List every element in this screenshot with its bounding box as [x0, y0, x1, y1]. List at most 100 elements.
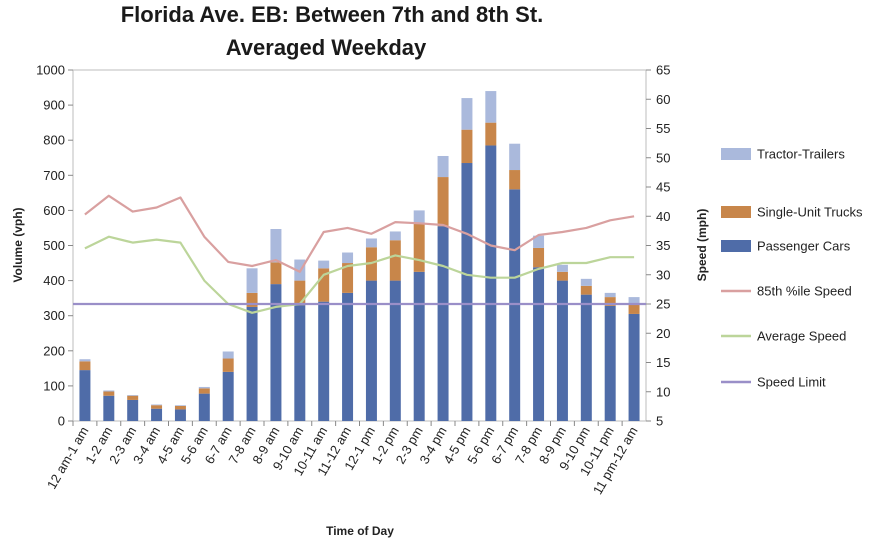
bar-segment-passenger-cars-15 — [437, 226, 449, 421]
bar-segment-tractor-trailers-10 — [318, 260, 330, 269]
bar-segment-single-unit-trucks-16 — [461, 129, 473, 164]
bar-segment-tractor-trailers-11 — [342, 252, 354, 264]
legend-swatch-tractor-trailers — [721, 148, 751, 160]
y2-tick-label-11: 60 — [656, 92, 670, 107]
y2-tick-label-2: 15 — [656, 355, 670, 370]
legend: Tractor-Trailers Single-Unit Trucks Passen… — [721, 147, 863, 390]
bar-segment-single-unit-trucks-3 — [151, 405, 163, 409]
y-tick-label-6: 600 — [43, 203, 65, 218]
y2-tick-label-7: 40 — [656, 209, 670, 224]
bar-segment-single-unit-trucks-11 — [342, 263, 354, 293]
legend-swatch-passenger-cars — [721, 240, 751, 252]
y2-tick-label-8: 45 — [656, 180, 670, 195]
y-tick-label-1: 100 — [43, 378, 65, 393]
y2-tick-label-9: 50 — [656, 150, 670, 165]
bar-segment-tractor-trailers-0 — [79, 359, 91, 362]
bar-segment-passenger-cars-14 — [413, 271, 425, 421]
y-tick-label-0: 0 — [58, 414, 65, 429]
bar-segment-tractor-trailers-3 — [151, 404, 163, 406]
y-tick-label-4: 400 — [43, 273, 65, 288]
y2-tick-label-3: 20 — [656, 326, 670, 341]
line-85th-ile-speed — [84, 194, 635, 273]
bar-segment-passenger-cars-6 — [222, 371, 234, 421]
bar-segment-single-unit-trucks-18 — [509, 170, 521, 190]
y-axis-title: Volume (vph) — [11, 207, 25, 282]
bar-segment-passenger-cars-1 — [103, 395, 115, 421]
bar-segment-passenger-cars-19 — [533, 267, 545, 421]
bar-segment-passenger-cars-0 — [79, 370, 91, 421]
bar-segment-tractor-trailers-12 — [365, 238, 377, 248]
bar-segment-single-unit-trucks-9 — [294, 280, 306, 306]
bar-segment-tractor-trailers-13 — [389, 231, 401, 241]
bar-segment-single-unit-trucks-17 — [485, 122, 497, 146]
bar-segment-single-unit-trucks-19 — [533, 247, 545, 268]
bars-layer — [79, 91, 640, 421]
y2-tick-label-12: 65 — [656, 63, 670, 78]
bar-segment-single-unit-trucks-2 — [127, 395, 139, 400]
bar-segment-tractor-trailers-6 — [222, 351, 234, 359]
bar-segment-tractor-trailers-8 — [270, 229, 282, 263]
bar-segment-passenger-cars-5 — [198, 393, 210, 421]
bar-segment-single-unit-trucks-0 — [79, 361, 91, 371]
bar-segment-tractor-trailers-2 — [127, 395, 139, 396]
legend-label-tractor-trailers: Tractor-Trailers — [757, 147, 845, 162]
bar-segment-tractor-trailers-22 — [604, 292, 616, 298]
y-tick-label-2: 200 — [43, 343, 65, 358]
y2-tick-label-4: 25 — [656, 297, 670, 312]
bar-segment-single-unit-trucks-13 — [389, 240, 401, 281]
bar-segment-single-unit-trucks-8 — [270, 262, 282, 285]
y2-tick-label-6: 35 — [656, 238, 670, 253]
y2-tick-label-0: 5 — [656, 414, 663, 429]
bar-segment-passenger-cars-16 — [461, 163, 473, 421]
bar-segment-single-unit-trucks-23 — [628, 303, 640, 314]
bar-segment-tractor-trailers-7 — [246, 268, 258, 293]
y-axis-left: 0 100 200 300 400 500 600 700 800 900 1000 — [36, 63, 73, 429]
bar-segment-tractor-trailers-23 — [628, 297, 640, 304]
bar-segment-tractor-trailers-20 — [556, 264, 568, 272]
bar-segment-passenger-cars-12 — [365, 280, 377, 421]
bar-segment-passenger-cars-2 — [127, 399, 139, 421]
bar-segment-tractor-trailers-16 — [461, 98, 473, 130]
bar-segment-tractor-trailers-19 — [533, 235, 545, 248]
legend-label-average-speed: Average Speed — [757, 329, 846, 344]
bar-segment-passenger-cars-21 — [580, 294, 592, 421]
bar-segment-single-unit-trucks-10 — [318, 268, 330, 302]
bar-segment-tractor-trailers-18 — [509, 143, 521, 171]
y2-tick-label-1: 10 — [656, 384, 670, 399]
legend-swatch-single-unit-trucks — [721, 206, 751, 218]
legend-label-85th-ile-speed: 85th %ile Speed — [757, 284, 852, 299]
y-axis-right: 5 10 15 20 25 30 35 40 45 50 55 60 65 — [646, 63, 670, 429]
bar-segment-passenger-cars-7 — [246, 306, 258, 421]
bar-segment-tractor-trailers-14 — [413, 210, 425, 223]
y-tick-label-5: 500 — [43, 238, 65, 253]
bar-segment-single-unit-trucks-5 — [198, 388, 210, 394]
chart-title-line1: Florida Ave. EB: Between 7th and 8th St. — [121, 2, 544, 27]
x-axis-title: Time of Day — [326, 524, 394, 538]
bar-segment-passenger-cars-22 — [604, 305, 616, 421]
bar-segment-tractor-trailers-4 — [174, 405, 186, 406]
y-tick-label-7: 700 — [43, 168, 65, 183]
bar-segment-single-unit-trucks-4 — [174, 405, 186, 410]
bar-segment-single-unit-trucks-7 — [246, 292, 258, 307]
bar-segment-tractor-trailers-17 — [485, 91, 497, 123]
bar-segment-passenger-cars-4 — [174, 409, 186, 421]
bar-segment-single-unit-trucks-6 — [222, 358, 234, 372]
chart-title-line2: Averaged Weekday — [226, 35, 427, 60]
bar-segment-tractor-trailers-5 — [198, 386, 210, 389]
bar-segment-passenger-cars-8 — [270, 284, 282, 421]
y2-axis-title: Speed (mph) — [695, 209, 709, 282]
y-tick-label-10: 1000 — [36, 63, 65, 78]
y-tick-label-3: 300 — [43, 308, 65, 323]
bar-segment-passenger-cars-10 — [318, 301, 330, 421]
bar-segment-passenger-cars-9 — [294, 305, 306, 421]
bar-segment-passenger-cars-18 — [509, 189, 521, 421]
bar-segment-passenger-cars-23 — [628, 313, 640, 421]
bar-segment-passenger-cars-3 — [151, 408, 163, 421]
bar-segment-tractor-trailers-15 — [437, 155, 449, 178]
bar-segment-passenger-cars-20 — [556, 280, 568, 421]
line-average-speed — [84, 235, 635, 314]
legend-label-speed-limit: Speed Limit — [757, 375, 826, 390]
bar-segment-single-unit-trucks-22 — [604, 297, 616, 306]
